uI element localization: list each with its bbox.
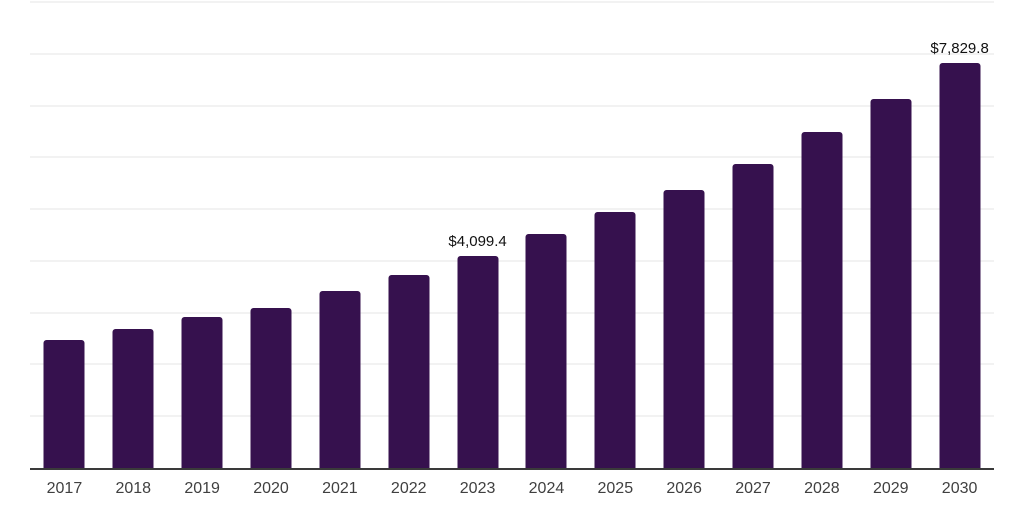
gridline-7000 [30,104,994,107]
bar-cell-2029 [856,2,925,468]
plot-area: $4,099.4 $7,829.8 [30,1,994,470]
x-axis-label-2022: 2022 [390,480,427,497]
gridline-5000 [30,208,994,211]
bar-2019 [181,317,223,468]
bar-2018 [112,329,154,468]
x-axis-label-2018: 2018 [115,480,152,497]
gridline-2000 [30,363,994,366]
x-axis-label-2020: 2020 [253,480,289,497]
x-axis-label-2028: 2028 [804,480,840,497]
bar-2029 [870,98,912,468]
bars-container: $4,099.4 $7,829.8 [30,2,994,468]
x-axis-label-2025: 2025 [597,480,634,497]
gridline-8000 [30,52,994,55]
bar-2028 [801,132,843,468]
x-axis-label-2019: 2019 [184,480,220,497]
gridline-6000 [30,156,994,159]
bar-cell-2022 [374,2,443,468]
bar-value-label-2030: $7,829.8 [930,39,989,57]
bar-2026 [663,189,705,468]
bar-cell-2030: $7,829.8 [925,2,994,468]
bar-cell-2017 [30,2,99,468]
bar-cell-2018 [99,2,168,468]
x-axis: 2017 2018 2019 2020 2021 2022 2023 2024 2025 2026… [30,472,994,512]
bar-2030 [939,62,981,468]
bar-cell-2025 [581,2,650,468]
bar-cell-2019 [168,2,237,468]
bar-value-label-2023: $4,099.4 [448,232,507,250]
gridline-3000 [30,311,994,314]
bar-cell-2020 [237,2,306,468]
x-axis-label-2021: 2021 [322,480,358,497]
bar-2017 [43,339,85,468]
bar-cell-2028 [787,2,856,468]
x-axis-label-2026: 2026 [666,480,702,497]
bar-cell-2026 [650,2,719,468]
x-axis-label-2029: 2029 [872,480,909,497]
bar-cell-2027 [719,2,788,468]
bar-2024 [525,234,567,468]
bar-cell-2021 [305,2,374,468]
bar-2021 [319,291,361,468]
gridline-1000 [30,415,994,418]
bar-2025 [594,212,636,468]
bar-2020 [250,307,292,468]
x-axis-label-2024: 2024 [528,480,565,497]
x-axis-label-2017: 2017 [46,480,83,497]
x-axis-label-2023: 2023 [459,480,496,497]
x-axis-label-2027: 2027 [735,480,771,497]
x-axis-label-2030: 2030 [941,480,978,497]
bar-2022 [388,274,430,468]
gridline-9000 [30,1,994,3]
bar-2023 [457,255,499,468]
bar-cell-2024 [512,2,581,468]
bar-cell-2023: $4,099.4 [443,2,512,468]
gridline-4000 [30,259,994,262]
bar-2027 [732,163,774,468]
